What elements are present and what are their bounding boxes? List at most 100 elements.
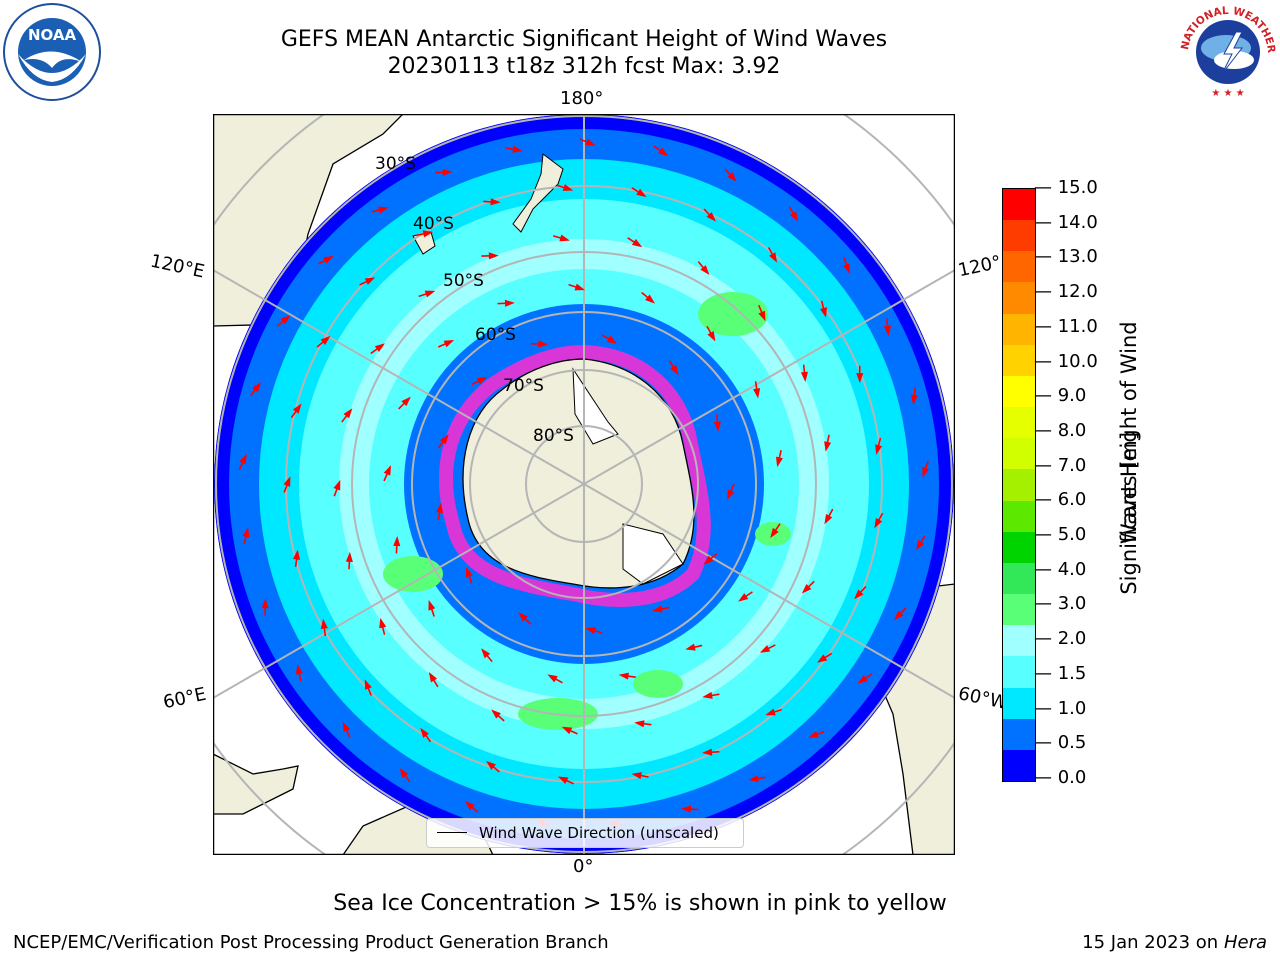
map-legend: Wind Wave Direction (unscaled): [426, 818, 744, 848]
wave-arrowhead: [436, 502, 444, 514]
footer-date: 15 Jan 2023 on Hera: [1082, 932, 1267, 953]
colorbar-tick: — 10.0: [1034, 350, 1098, 372]
legend-label: Wind Wave Direction (unscaled): [479, 824, 719, 842]
colorbar-tick: — 5.0: [1034, 524, 1087, 546]
colorbar-tick: — 13.0: [1034, 246, 1098, 268]
wave-arrowhead: [824, 513, 833, 525]
wave-arrowhead: [738, 593, 749, 602]
wave-arrowhead: [820, 307, 827, 318]
wave-arrowhead: [485, 760, 496, 770]
wave-arrowhead: [727, 172, 737, 182]
wave-arrowhead: [383, 465, 392, 476]
wave-arrowhead: [465, 567, 473, 578]
lat-label-70: 70°S: [503, 376, 544, 396]
wave-arrowhead: [379, 617, 387, 629]
nws-logo: NATIONAL WEATHER SERVICE ★ ★ ★: [1176, 2, 1277, 99]
chart-subtitle: 20230113 t18z 312h fcst Max: 3.92: [387, 54, 781, 79]
wave-arrowhead: [916, 540, 925, 551]
wave-arrowhead: [702, 691, 713, 699]
colorbar-swatch: [1003, 344, 1035, 376]
wave-arrowhead: [800, 371, 808, 382]
wave-arrowhead: [824, 441, 832, 452]
wave-arrowhead: [443, 340, 455, 348]
colorbar-tick: — 7.0: [1034, 454, 1087, 476]
wave-arrowhead: [378, 206, 389, 214]
wave-arrowhead: [393, 536, 401, 547]
wave-arrowhead: [476, 377, 488, 385]
wave-arrowhead: [320, 618, 328, 630]
wave-arrowhead: [504, 299, 515, 307]
wave-arrowhead: [557, 776, 569, 784]
wave-arrowhead: [424, 290, 436, 298]
wave-arrowhead: [420, 727, 429, 738]
legend-line: [437, 832, 467, 833]
wave-arrowhead: [843, 263, 850, 274]
wave-patch: [633, 670, 683, 698]
colorbar-tick: — 9.0: [1034, 385, 1087, 407]
lon-label-60e: 60°E: [161, 683, 208, 714]
chart-title: GEFS MEAN Antarctic Significant Height o…: [280, 27, 888, 52]
wave-arrowhead: [295, 664, 303, 675]
sea-ice-note: Sea Ice Concentration > 15% is shown in …: [333, 891, 947, 916]
wave-arrowhead: [645, 294, 656, 304]
wave-patch: [698, 292, 768, 336]
wave-arrowhead: [252, 382, 262, 393]
wave-arrowhead: [707, 331, 716, 342]
noaa-logo: NOAA: [3, 3, 101, 101]
wave-arrowhead: [280, 315, 291, 325]
wave-arrowhead: [490, 198, 501, 206]
wave-arrowhead: [857, 675, 868, 684]
wave-arrowhead: [518, 612, 528, 622]
wave-arrowhead: [488, 252, 499, 260]
colorbar-swatch: [1003, 438, 1035, 470]
wave-arrowhead: [333, 479, 341, 491]
colorbar-swatch: [1003, 282, 1035, 314]
wave-arrowhead: [562, 184, 574, 191]
lon-label-120w: 120°: [956, 251, 1004, 282]
wave-arrowhead: [574, 283, 586, 291]
wave-arrowhead: [401, 396, 411, 407]
colorbar-swatch: [1003, 375, 1035, 408]
wave-arrowhead: [422, 230, 434, 238]
colorbar-swatch: [1003, 469, 1035, 501]
wave-arrowhead: [585, 138, 596, 146]
polar-map: 30°S 40°S 50°S 60°S 70°S 80°S: [213, 114, 955, 855]
wave-arrowhead: [816, 654, 828, 663]
wave-arrowhead: [399, 767, 409, 778]
wave-arrowhead: [874, 517, 883, 529]
wave-arrowhead: [547, 674, 558, 683]
colorbar-swatch: [1003, 625, 1035, 657]
wave-arrowhead: [481, 648, 491, 659]
lon-label-120e: 120°E: [148, 250, 207, 283]
colorbar-swatch: [1003, 749, 1035, 781]
wave-arrowhead: [293, 549, 301, 560]
colorbar-tick: — 12.0: [1034, 281, 1098, 303]
svg-text:★ ★ ★: ★ ★ ★: [1211, 88, 1244, 99]
wave-arrowhead: [585, 627, 596, 635]
colorbar-swatch: [1003, 687, 1035, 719]
colorbar-tick: — 15.0: [1034, 177, 1098, 198]
wave-arrowhead: [428, 600, 436, 611]
colorbar-swatch: [1003, 189, 1035, 221]
wave-arrowhead: [894, 610, 904, 621]
wave-arrowhead: [320, 335, 331, 345]
wave-arrowhead: [758, 310, 766, 322]
wave-arrowhead: [770, 527, 779, 539]
wave-arrowhead: [242, 527, 250, 538]
wave-arrowhead: [292, 403, 302, 414]
wave-arrowhead: [636, 188, 647, 198]
lat-label-60: 60°S: [475, 325, 516, 345]
lat-label-50: 50°S: [443, 271, 484, 291]
wave-arrowhead: [631, 238, 643, 248]
wave-arrowhead: [374, 343, 385, 352]
colorbar-swatch: [1003, 531, 1035, 563]
wave-arrowhead: [442, 168, 453, 176]
lat-label-30: 30°S: [375, 154, 416, 174]
wave-arrowhead: [775, 456, 783, 468]
wave-arrowhead: [854, 589, 864, 600]
lat-label-40: 40°S: [413, 214, 454, 234]
wave-arrowhead: [702, 748, 713, 756]
wave-arrowhead: [631, 772, 642, 780]
wave-arrowhead: [345, 551, 353, 563]
colorbar-swatch: [1003, 562, 1035, 595]
